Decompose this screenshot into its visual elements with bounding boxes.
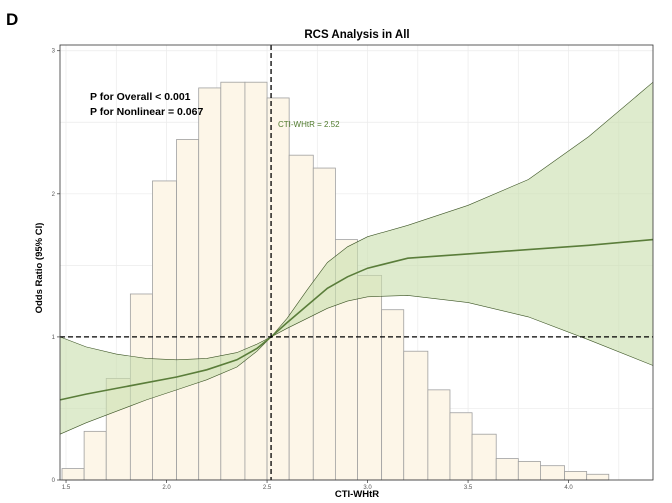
plot-area: 1.5 2.0 2.5 3.0 3.5 4.0 0 1 2 3	[52, 44, 654, 491]
x-tick-label: 4.0	[564, 485, 573, 491]
ci-upper-line	[59, 81, 654, 361]
x-tick-label: 3.5	[464, 485, 473, 491]
histogram-bar	[357, 274, 383, 481]
histogram	[61, 81, 610, 481]
ci-lower-line	[59, 295, 654, 435]
histogram-bar	[244, 81, 268, 481]
x-tick-label: 2.5	[263, 485, 272, 491]
y-tick-label: 3	[52, 49, 56, 55]
x-tick-label: 1.5	[62, 485, 71, 491]
or-curve	[59, 238, 654, 401]
histogram-bar	[152, 180, 177, 481]
cutoff-label: CTI-WHtR = 2.52	[278, 120, 340, 129]
histogram-bar	[220, 81, 246, 481]
x-tick-label: 3.0	[363, 485, 372, 491]
x-axis-label: CTI-WHtR	[335, 489, 379, 500]
reference-lines	[60, 45, 653, 480]
histogram-bar	[449, 412, 473, 481]
confidence-band	[59, 81, 654, 435]
histogram-bar	[427, 389, 451, 481]
y-tick-label: 2	[52, 192, 56, 198]
histogram-bar	[586, 473, 610, 481]
chart-title: RCS Analysis in All	[304, 29, 409, 41]
p-nonlinear-annotation: P for Nonlinear = 0.067	[90, 106, 203, 118]
histogram-bar	[471, 433, 497, 481]
panel-letter: D	[6, 10, 18, 29]
histogram-bar	[176, 139, 200, 481]
histogram-bar	[61, 468, 85, 481]
x-tick-label: 2.0	[162, 485, 171, 491]
histogram-bar	[517, 460, 541, 481]
curve-group	[59, 238, 654, 401]
axis-ticks: 1.5 2.0 2.5 3.0 3.5 4.0 0 1 2 3	[52, 49, 574, 491]
histogram-bar	[312, 167, 336, 481]
y-axis-label: Odds Ratio (95% CI)	[34, 223, 45, 314]
confidence-band-area	[60, 82, 653, 435]
histogram-bar	[540, 465, 565, 481]
plot-frame	[59, 44, 654, 481]
histogram-bar	[564, 471, 588, 481]
histogram-bar	[381, 309, 405, 481]
histogram-bar	[266, 97, 290, 481]
y-tick-label: 0	[52, 478, 56, 484]
histogram-bar	[403, 350, 429, 481]
histogram-bar	[198, 87, 222, 481]
y-tick-label: 1	[52, 335, 56, 341]
histogram-bar	[495, 458, 519, 481]
p-overall-annotation: P for Overall < 0.001	[90, 91, 191, 103]
histogram-bar	[83, 430, 107, 481]
